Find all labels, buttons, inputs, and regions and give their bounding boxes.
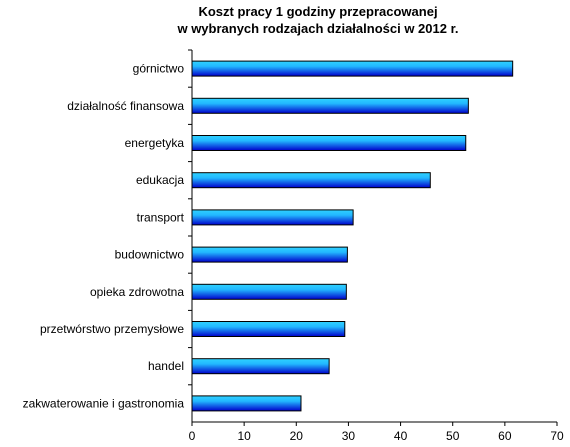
category-label-5: budownictwo (115, 248, 185, 262)
category-label-8: handel (148, 359, 184, 373)
category-label-6: opieka zdrowotna (90, 285, 184, 299)
x-tick-label-4: 40 (394, 429, 408, 443)
x-tick-label-0: 0 (189, 429, 196, 443)
bar-series (191, 60, 514, 412)
bar-9 (191, 395, 302, 412)
category-label-7: przetwórstwo przemysłowe (40, 322, 184, 336)
x-tick-label-2: 20 (290, 429, 304, 443)
x-tick-label-5: 50 (446, 429, 460, 443)
bar-4 (191, 209, 354, 226)
bar-7 (191, 321, 346, 337)
x-tick-label-7: 70 (550, 429, 564, 443)
bar-5 (191, 246, 348, 263)
bar-8 (191, 358, 330, 375)
category-label-9: zakwaterowanie i gastronomia (23, 396, 185, 410)
category-label-0: górnictwo (133, 62, 185, 76)
bar-2 (191, 135, 467, 151)
category-label-2: energetyka (125, 136, 185, 150)
category-label-1: działalność finansowa (67, 99, 184, 113)
chart-title-line-2: w wybranych rodzajach działalności w 201… (176, 21, 458, 36)
bar-3 (191, 172, 431, 189)
x-tick-label-1: 10 (237, 429, 251, 443)
x-tick-label-6: 60 (498, 429, 512, 443)
chart-title-line-1: Koszt pracy 1 godziny przepracowanej (198, 4, 437, 19)
bar-0 (191, 60, 514, 77)
category-labels: górnictwo działalność finansowa energetyka… (23, 62, 185, 411)
bar-6 (191, 283, 347, 300)
y-axis (188, 49, 193, 422)
x-axis: 0 10 20 30 40 50 60 70 (189, 421, 564, 443)
category-label-3: edukacja (136, 173, 184, 187)
x-tick-label-3: 30 (342, 429, 356, 443)
bar-1 (191, 97, 469, 114)
category-label-4: transport (137, 210, 185, 224)
